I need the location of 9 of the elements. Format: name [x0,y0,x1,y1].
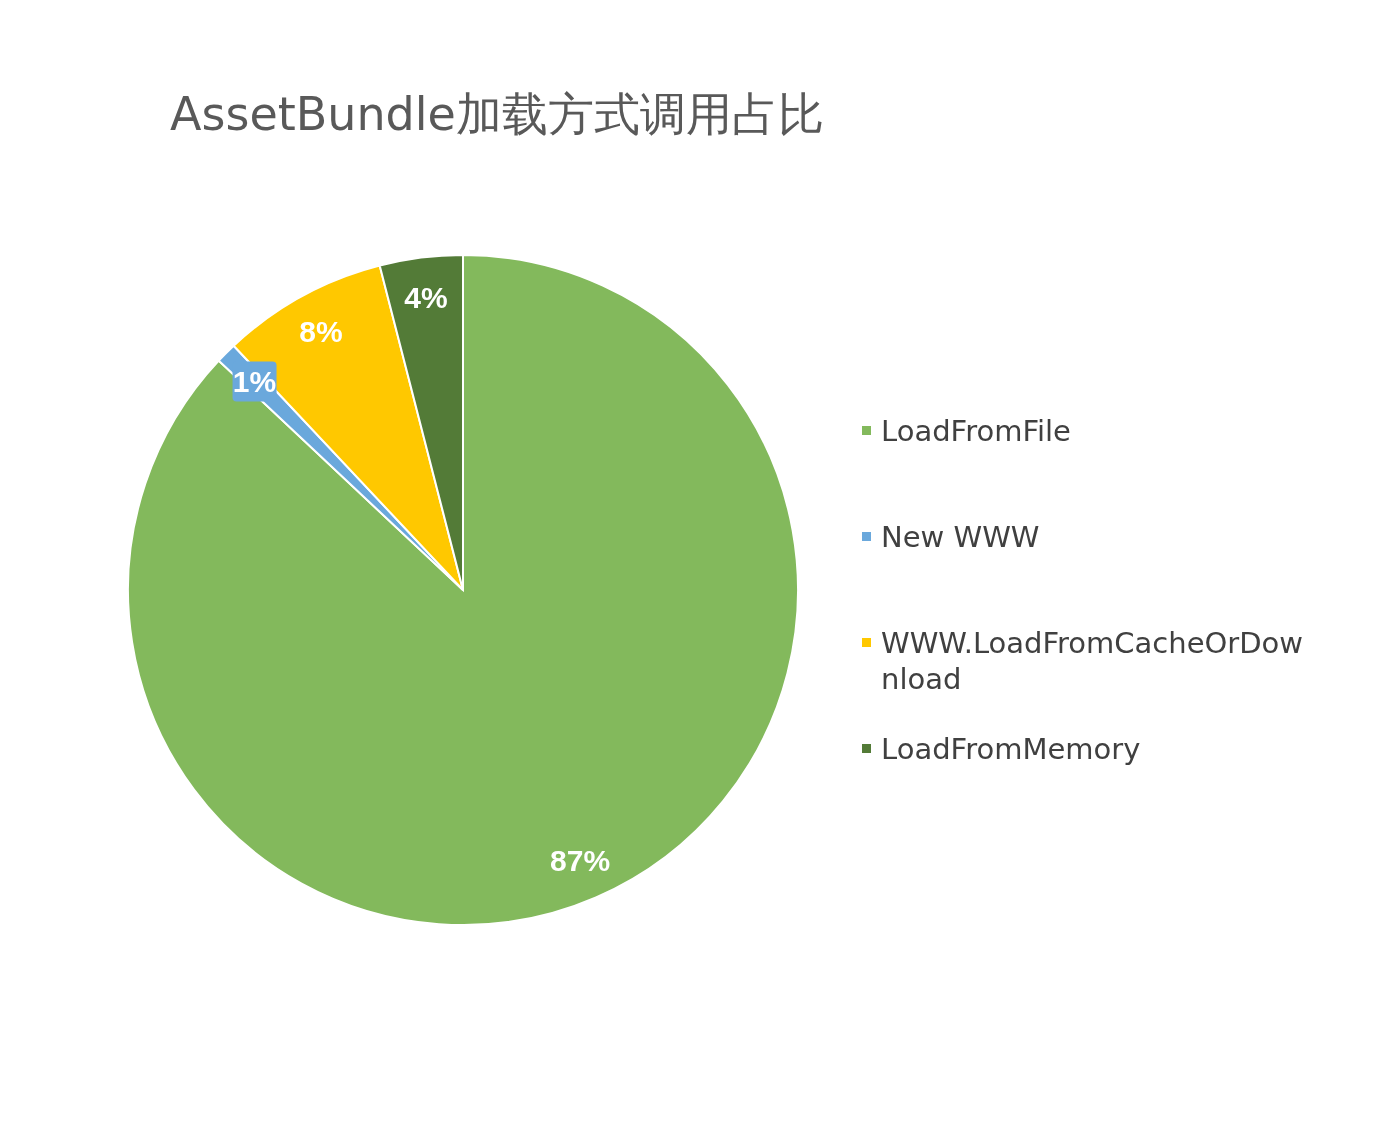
legend-label: LoadFromMemory [881,731,1141,767]
legend-label: LoadFromFile [881,413,1071,449]
chart-title: AssetBundle加载方式调用占比 [170,86,824,143]
data-label: 8% [299,315,343,349]
legend-label: New WWW [881,519,1040,555]
data-label: 4% [404,281,448,315]
data-label: 87% [550,844,611,878]
legend-label: WWW.LoadFromCacheOrDownload [881,625,1305,697]
pie-slice [127,254,799,926]
